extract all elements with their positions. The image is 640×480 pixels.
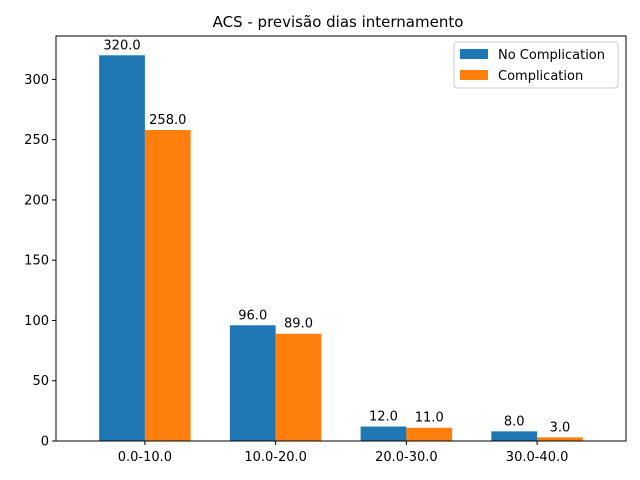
bar-no-complication-0: [99, 55, 145, 442]
data-label: 11.0: [415, 411, 444, 426]
legend-label: Complication: [498, 69, 583, 84]
data-label: 3.0: [550, 420, 571, 435]
bar-no-complication-1: [229, 325, 276, 441]
bar-no-complication-2: [360, 426, 407, 441]
legend-box: [453, 41, 619, 89]
plot-area: 320.0 96.0 12.0 8.0 258.0 89.0 11.0 3.0 0 50 100 15…: [24, 35, 627, 465]
data-label: 96.0: [238, 308, 267, 323]
bar-no-complication-3: [491, 431, 538, 441]
legend: No Complication Complication: [453, 41, 619, 89]
legend-label: No Complication: [498, 48, 605, 63]
bar-complication-0: [144, 130, 191, 441]
x-tick-label: 20.0-30.0: [375, 450, 438, 465]
data-label: 89.0: [284, 317, 313, 332]
legend-swatch: [460, 70, 488, 80]
y-tick-label: 100: [24, 314, 49, 329]
y-tick-label: 250: [24, 133, 49, 148]
data-label: 258.0: [149, 113, 186, 128]
x-tick-label: 10.0-20.0: [244, 450, 307, 465]
chart-title: ACS - previsão dias internamento: [213, 13, 464, 31]
data-label: 8.0: [504, 414, 525, 429]
y-tick-label: 0: [41, 435, 49, 450]
bar-complication-3: [537, 437, 583, 441]
axes-frame: [55, 35, 627, 442]
bar-complication-1: [275, 333, 322, 441]
y-tick-label: 200: [24, 193, 49, 208]
x-tick-label: 30.0-40.0: [506, 450, 569, 465]
x-tick-label: 0.0-10.0: [118, 450, 172, 465]
data-label: 320.0: [103, 38, 140, 53]
y-tick-label: 300: [24, 73, 49, 88]
data-label: 12.0: [369, 410, 398, 425]
y-tick-label: 150: [24, 254, 49, 269]
y-tick-label: 50: [32, 374, 49, 389]
bar-complication-2: [406, 427, 453, 441]
legend-swatch: [460, 49, 488, 59]
